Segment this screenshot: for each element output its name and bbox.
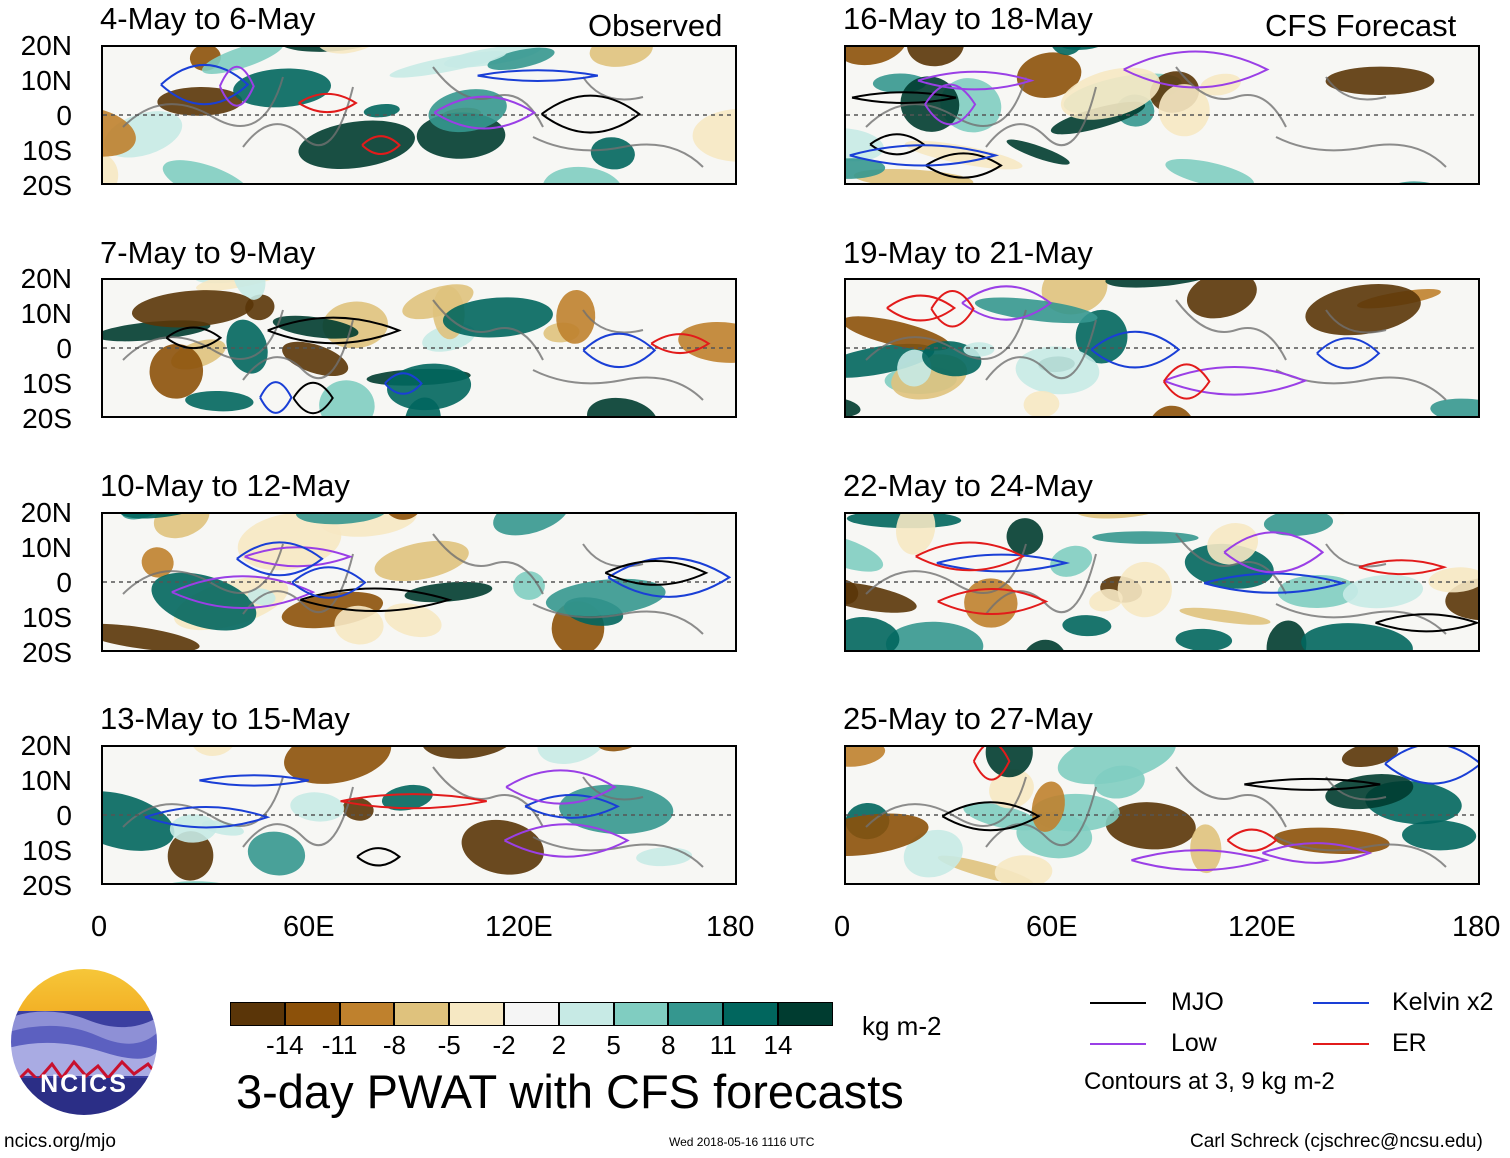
colorbar-tick-label: 8 — [661, 1030, 676, 1060]
colorbar-swatch — [723, 1002, 778, 1026]
logo-text: NCICS — [40, 1070, 128, 1098]
lon-label-180-right: 180 — [1452, 911, 1501, 943]
lat-label: 0 — [56, 333, 72, 364]
lat-label: 20N — [20, 730, 72, 761]
colorbar-tick-label: 11 — [709, 1030, 737, 1060]
panel-title-7: 22-May to 24-May — [843, 468, 1093, 503]
colorbar-tick-label: -14 — [266, 1030, 304, 1060]
map-panel-7 — [844, 512, 1480, 652]
forecast-label: CFS Forecast — [1265, 8, 1457, 43]
lat-label: 0 — [56, 567, 72, 598]
lon-label-60e-left: 60E — [283, 911, 335, 943]
map-panel-1 — [101, 45, 737, 185]
colorbar-tick-label: 2 — [551, 1030, 567, 1060]
lat-label: 10N — [20, 532, 72, 563]
colorbar-swatch — [284, 1002, 340, 1026]
panel-title-2: 7-May to 9-May — [100, 235, 316, 270]
lon-label-120e-left: 120E — [485, 911, 553, 943]
colorbar-tick-label: -11 — [321, 1030, 358, 1060]
colorbar-tick-label: 5 — [606, 1030, 621, 1060]
colorbar-swatch — [778, 1002, 833, 1026]
lat-label: 10N — [20, 65, 72, 96]
lat-label: 10N — [20, 298, 72, 329]
colorbar-tick-label: -2 — [492, 1030, 516, 1060]
panel-title-6: 19-May to 21-May — [843, 235, 1093, 270]
lon-label-120e-right: 120E — [1228, 911, 1296, 943]
observed-label: Observed — [588, 8, 723, 43]
lat-label: 10S — [22, 135, 72, 166]
colorbar-tick-label: 14 — [763, 1030, 793, 1060]
main-title: 3-day PWAT with CFS forecasts — [236, 1065, 904, 1118]
map-panel-3 — [101, 512, 737, 652]
colorbar-swatch — [613, 1002, 669, 1026]
legend-label-kelvin: Kelvin x2 — [1392, 988, 1494, 1016]
lat-label: 20S — [22, 870, 72, 901]
footer-credit: Carl Schreck (cjschrec@ncsu.edu) — [1190, 1131, 1483, 1152]
colorbar-swatch — [230, 1002, 285, 1026]
colorbar-swatch — [504, 1002, 559, 1026]
lon-label-60e-right: 60E — [1026, 911, 1078, 943]
lat-label: 20N — [20, 497, 72, 528]
colorbar-tick-label: -5 — [437, 1030, 461, 1060]
lat-label: 10N — [20, 765, 72, 796]
lat-label: 20N — [20, 30, 72, 61]
map-panel-2 — [101, 278, 737, 418]
colorbar-swatch — [449, 1002, 504, 1026]
lat-label: 10S — [22, 835, 72, 866]
lon-label-180-left: 180 — [706, 911, 755, 943]
legend-line-mjo — [1090, 1002, 1146, 1004]
lon-label-0-right: 0 — [834, 911, 851, 943]
legend-label-low: Low — [1171, 1029, 1217, 1057]
ncics-logo: NCICS — [8, 966, 160, 1118]
legend-line-low — [1090, 1043, 1146, 1045]
colorbar-tick-label: -8 — [382, 1030, 406, 1060]
lat-label: 20S — [22, 403, 72, 434]
lat-label: 10S — [22, 602, 72, 633]
panel-title-4: 13-May to 15-May — [100, 701, 350, 736]
footer-url[interactable]: ncics.org/mjo — [4, 1131, 116, 1152]
lon-label-0-left: 0 — [91, 911, 108, 943]
map-panel-4 — [101, 745, 737, 885]
legend-label-mjo: MJO — [1171, 988, 1224, 1016]
map-panel-5 — [844, 45, 1480, 185]
panel-title-3: 10-May to 12-May — [100, 468, 350, 503]
panel-title-5: 16-May to 18-May — [843, 1, 1093, 36]
colorbar-swatch — [558, 1002, 614, 1026]
lat-label: 20N — [20, 263, 72, 294]
colorbar-unit: kg m-2 — [862, 1011, 942, 1041]
lat-label: 10S — [22, 368, 72, 399]
map-panel-8 — [844, 745, 1480, 885]
panel-title-1: 4-May to 6-May — [100, 1, 316, 36]
lat-label: 0 — [56, 800, 72, 831]
colorbar-swatch — [339, 1002, 395, 1026]
colorbar-swatch — [668, 1002, 724, 1026]
legend-label-er: ER — [1392, 1029, 1427, 1057]
lat-label: 20S — [22, 637, 72, 668]
panel-title-8: 25-May to 27-May — [843, 701, 1093, 736]
legend-line-kelvin — [1313, 1002, 1369, 1004]
legend-note: Contours at 3, 9 kg m-2 — [1084, 1068, 1335, 1095]
legend-line-er — [1313, 1043, 1369, 1045]
footer-timestamp: Wed 2018-05-16 1116 UTC — [669, 1135, 815, 1149]
lat-label: 0 — [56, 100, 72, 131]
colorbar-swatch — [394, 1002, 450, 1026]
map-panel-6 — [844, 278, 1480, 418]
lat-label: 20S — [22, 170, 72, 201]
